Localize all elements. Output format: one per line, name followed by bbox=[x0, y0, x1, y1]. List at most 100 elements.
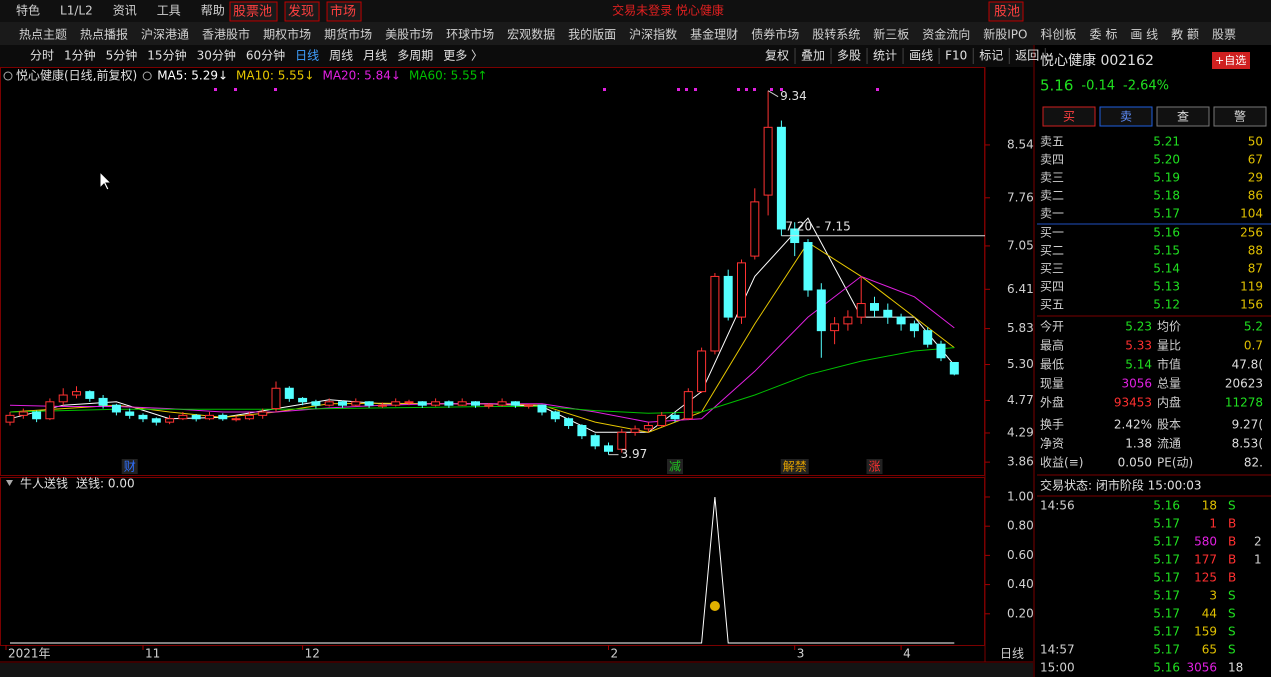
tool-button[interactable]: 叠加 bbox=[801, 49, 825, 63]
market-tab[interactable]: 沪深港通 bbox=[141, 28, 189, 42]
event-marker[interactable]: 减 bbox=[669, 460, 681, 474]
market-tab[interactable]: 我的版面 bbox=[568, 27, 616, 42]
period-tab[interactable]: 月线 bbox=[363, 49, 387, 63]
trade-action[interactable] bbox=[1042, 106, 1096, 127]
menu-item[interactable]: 资讯 bbox=[113, 4, 137, 18]
event-marker[interactable]: 财 bbox=[124, 460, 136, 474]
menu-item[interactable]: 工具 bbox=[157, 4, 181, 18]
trade-action[interactable] bbox=[1213, 106, 1267, 127]
book-side: 买四 bbox=[1040, 280, 1064, 294]
book-price: 5.14 bbox=[1153, 262, 1180, 276]
stat-value: 3056 bbox=[1121, 377, 1152, 391]
market-tab[interactable]: 科创板 bbox=[1040, 28, 1076, 42]
market-tab[interactable]: 基金理财 bbox=[690, 27, 738, 42]
market-tab[interactable]: 宏观数据 bbox=[507, 27, 555, 42]
collapse-icon bbox=[6, 480, 13, 486]
menu-button[interactable] bbox=[229, 1, 278, 22]
point-label-leader bbox=[767, 90, 779, 98]
market-tab[interactable]: 美股市场 bbox=[385, 27, 433, 42]
market-tab[interactable]: 热点播报 bbox=[80, 27, 128, 42]
market-tab[interactable]: 期货市场 bbox=[324, 27, 372, 42]
menu-item[interactable]: L1/L2 bbox=[60, 4, 93, 18]
period-tab[interactable]: 多周期 bbox=[397, 49, 433, 63]
event-marker-box bbox=[666, 459, 684, 474]
trade-action-label[interactable]: 卖 bbox=[1120, 110, 1132, 124]
period-tab[interactable]: 15分钟 bbox=[147, 48, 186, 63]
tool-button[interactable]: F10 bbox=[945, 49, 967, 63]
candle-body bbox=[590, 435, 600, 447]
indicator-y-tick-label: 0.20 bbox=[1007, 606, 1034, 620]
candle-body bbox=[471, 401, 480, 406]
period-tab[interactable]: 1分钟 bbox=[64, 48, 96, 63]
market-tab[interactable]: 环球市场 bbox=[446, 27, 494, 42]
tool-button[interactable]: 统计 bbox=[873, 49, 897, 63]
menu-button[interactable] bbox=[284, 1, 320, 22]
period-tab[interactable]: 周线 bbox=[329, 49, 353, 63]
tool-button[interactable]: 多股 bbox=[837, 49, 861, 63]
watchlist-label[interactable]: +自选 bbox=[1215, 54, 1246, 67]
candle-body bbox=[85, 391, 95, 399]
market-tab[interactable]: 股转系统 bbox=[812, 27, 860, 42]
market-tab[interactable]: 债券市场 bbox=[751, 27, 799, 42]
candle-body bbox=[643, 425, 653, 430]
stock-pool-button[interactable] bbox=[988, 1, 1024, 22]
event-marker[interactable]: 解禁 bbox=[783, 460, 807, 474]
candle-body bbox=[617, 431, 627, 450]
tool-button[interactable]: 返回 bbox=[1015, 49, 1039, 63]
trade-price: 5.17 bbox=[1153, 553, 1180, 567]
book-volume: 87 bbox=[1248, 262, 1263, 276]
market-tab[interactable]: 画 线 bbox=[1130, 28, 1158, 42]
market-tab[interactable]: 期权市场 bbox=[263, 27, 311, 42]
book-volume: 50 bbox=[1248, 135, 1263, 149]
menu-button-label[interactable]: 发现 bbox=[288, 4, 314, 20]
book-volume: 88 bbox=[1248, 244, 1263, 258]
ma-line bbox=[9, 217, 955, 433]
trade-price: 5.16 bbox=[1153, 499, 1180, 513]
candle-body bbox=[32, 411, 42, 420]
market-tab[interactable]: 资金流向 bbox=[922, 27, 970, 42]
trade-action[interactable] bbox=[1099, 106, 1153, 127]
indicator-y-tick-label: 0.80 bbox=[1007, 519, 1034, 533]
stat-label: 股本 bbox=[1157, 418, 1181, 432]
market-tab[interactable]: 热点主题 bbox=[19, 28, 67, 42]
trade-action-label[interactable]: 买 bbox=[1063, 110, 1075, 124]
market-tab[interactable]: 教 颧 bbox=[1171, 27, 1199, 42]
period-tab[interactable]: 5分钟 bbox=[106, 48, 138, 63]
trade-action-label[interactable]: 查 bbox=[1177, 110, 1189, 124]
period-tab[interactable]: 60分钟 bbox=[246, 48, 285, 63]
tool-button[interactable]: 标记 bbox=[979, 49, 1003, 63]
period-tab[interactable]: 更多 〉 bbox=[443, 49, 483, 63]
tool-button[interactable]: 画线 bbox=[909, 49, 933, 63]
menu-item[interactable]: 特色 bbox=[16, 3, 40, 18]
menu-item[interactable]: 帮助 bbox=[201, 4, 225, 18]
candle-body bbox=[72, 391, 81, 396]
trade-price: 5.17 bbox=[1153, 535, 1180, 549]
tool-button[interactable]: 复权 bbox=[765, 49, 789, 63]
event-marker[interactable]: 涨 bbox=[868, 459, 880, 474]
menu-button-label[interactable]: 市场 bbox=[330, 4, 356, 20]
period-tab[interactable]: 30分钟 bbox=[197, 48, 236, 63]
trade-count: 1 bbox=[1254, 553, 1262, 567]
candle-body bbox=[843, 316, 853, 325]
trade-action-label[interactable]: 警 bbox=[1234, 109, 1246, 124]
period-tab[interactable]: 分时 bbox=[30, 49, 54, 63]
market-tab[interactable]: 股票 bbox=[1212, 28, 1236, 42]
market-tab[interactable]: 新三板 bbox=[873, 27, 909, 42]
market-tab[interactable]: 香港股市 bbox=[202, 27, 250, 42]
candle-body bbox=[750, 201, 760, 257]
candle-body bbox=[510, 401, 520, 406]
menu-button-label[interactable]: 股票池 bbox=[233, 5, 272, 20]
trade-volume: 177 bbox=[1194, 553, 1217, 567]
market-tab[interactable]: 新股IPO bbox=[983, 27, 1027, 42]
menu-button[interactable] bbox=[326, 1, 362, 22]
trade-action[interactable] bbox=[1156, 106, 1210, 127]
market-tab[interactable]: 委 标 bbox=[1090, 28, 1118, 42]
period-tab[interactable]: 日线 bbox=[295, 49, 319, 63]
book-side: 买五 bbox=[1040, 298, 1064, 312]
x-tick-label: 2021年 bbox=[8, 647, 51, 661]
watchlist-button[interactable] bbox=[1212, 52, 1250, 69]
market-tab[interactable]: 沪深指数 bbox=[629, 27, 677, 42]
candle-body bbox=[909, 323, 919, 332]
stock-pool-label[interactable]: 股池 bbox=[994, 5, 1020, 20]
